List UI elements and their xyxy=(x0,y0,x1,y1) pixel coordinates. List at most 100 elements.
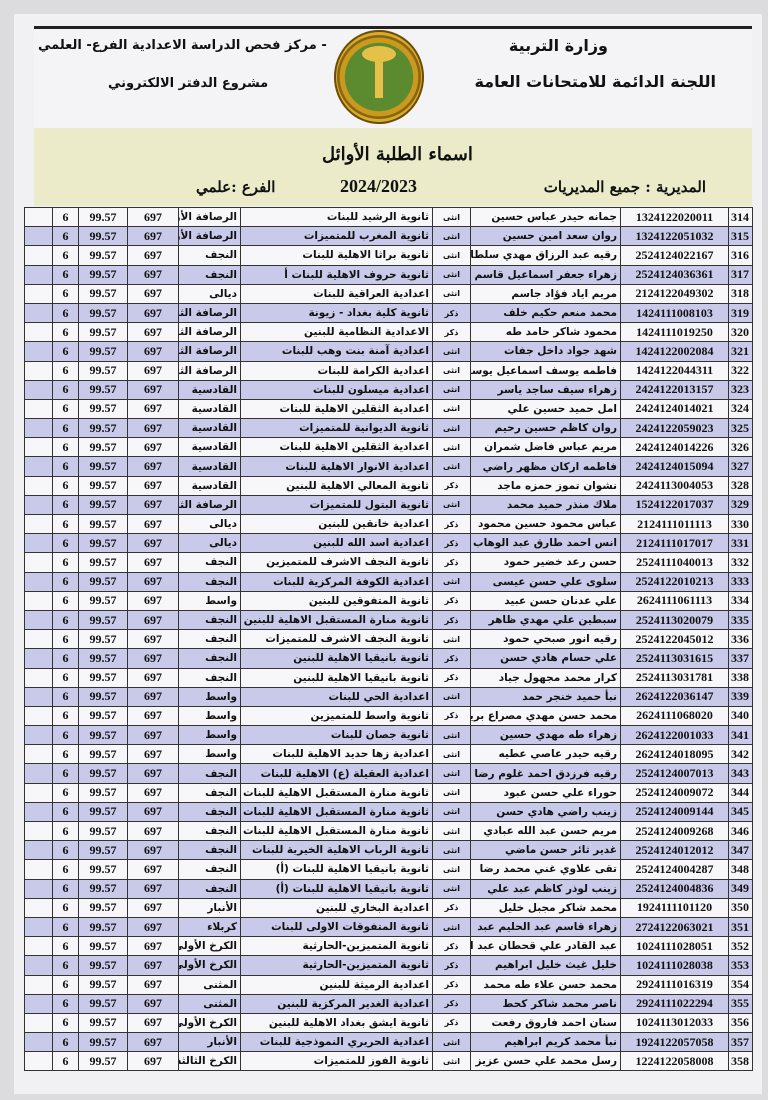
empty-cell xyxy=(24,590,53,611)
directorate-cell: الرصافة الثانية xyxy=(178,360,241,381)
rank-cell: 6 xyxy=(52,341,79,362)
exam-number-cell: 2624111061113 xyxy=(620,590,729,611)
gender-cell: انثى xyxy=(432,437,471,458)
directorate-cell: النجف xyxy=(178,878,241,899)
total-score-cell: 697 xyxy=(127,283,179,304)
empty-cell xyxy=(24,916,53,938)
row-number-cell: 324 xyxy=(728,398,753,420)
directorate-cell: واسط xyxy=(178,744,241,765)
table-row: 343 2524124007013 رقيه فرزدق احمد غلوم رضا… xyxy=(24,763,753,784)
gender-cell: ذكر xyxy=(432,552,471,573)
student-name-cell: سنان احمد فاروق رفعت xyxy=(470,1012,621,1034)
school-name-cell: اعدادية خانقين للبنين xyxy=(240,513,433,535)
average-cell: 99.57 xyxy=(78,1051,128,1072)
top-students-table: 314 1324122020011 جمانه حيدر عباس حسين انثى… xyxy=(24,206,753,1072)
student-name-cell: ناصر محمد شاكر كحط xyxy=(470,993,621,1014)
exam-number-cell: 2524124022167 xyxy=(620,245,729,266)
school-name-cell: اعدادية الثقلين الاهلية للبنات xyxy=(240,437,433,458)
row-number-cell: 358 xyxy=(728,1051,753,1072)
average-cell: 99.57 xyxy=(78,648,128,669)
empty-cell xyxy=(24,725,53,746)
student-name-cell: جمانه حيدر عباس حسين xyxy=(470,206,621,228)
average-cell: 99.57 xyxy=(78,456,128,477)
row-number-cell: 332 xyxy=(728,552,753,573)
empty-cell xyxy=(24,1032,53,1053)
row-number-cell: 347 xyxy=(728,840,753,861)
gender-cell: ذكر xyxy=(432,609,471,631)
row-number-cell: 338 xyxy=(728,667,753,688)
school-name-cell: ثانوية الرشيد للبنات xyxy=(240,206,433,228)
directorate-cell: القادسية xyxy=(178,379,241,400)
total-score-cell: 697 xyxy=(127,379,179,400)
gender-cell: انثى xyxy=(432,744,471,765)
rank-cell: 6 xyxy=(52,1051,79,1072)
row-number-cell: 328 xyxy=(728,475,753,496)
average-cell: 99.57 xyxy=(78,667,128,688)
total-score-cell: 697 xyxy=(127,878,179,899)
school-name-cell: ثانوية منارة المستقبل الاهلية للبنات xyxy=(240,820,433,842)
school-name-cell: اعدادية زها حديد الاهلية للبنات xyxy=(240,744,433,765)
table-row: 347 2524124012012 غدير ثائر حسن ماضي انثى ثا… xyxy=(24,840,753,861)
empty-cell xyxy=(24,686,53,707)
empty-cell xyxy=(24,878,53,899)
directorate-cell: النجف xyxy=(178,820,241,842)
empty-cell xyxy=(24,283,53,304)
empty-cell xyxy=(24,322,53,343)
exam-number-cell: 2524122010213 xyxy=(620,571,729,592)
directorate-cell: الكرخ الأولى xyxy=(178,1012,241,1034)
school-name-cell: ثانوية بانيقيا الاهلية للبنات (أ) xyxy=(240,859,433,880)
total-score-cell: 697 xyxy=(127,398,179,420)
student-name-cell: زهراء قاسم عبد الحليم عبد xyxy=(470,916,621,938)
gender-cell: ذكر xyxy=(432,936,471,957)
average-cell: 99.57 xyxy=(78,936,128,957)
student-name-cell: سلوى علي حسن عيسى xyxy=(470,571,621,592)
directorate-cell: واسط xyxy=(178,686,241,707)
school-name-cell: ثانوية المتفوقين للبنين xyxy=(240,590,433,611)
school-name-cell: اعدادية الحريري النموذجية للبنات xyxy=(240,1032,433,1053)
table-row: 342 2624124018095 رقيه حيدر عاصي عطيه انثى ا… xyxy=(24,744,753,765)
average-cell: 99.57 xyxy=(78,533,128,554)
gender-cell: انثى xyxy=(432,360,471,381)
total-score-cell: 697 xyxy=(127,667,179,688)
gender-cell: ذكر xyxy=(432,648,471,669)
total-score-cell: 697 xyxy=(127,840,179,861)
exam-number-cell: 1024113012033 xyxy=(620,1012,729,1034)
school-name-cell: ثانوية كلية بغداد - زيونة xyxy=(240,302,433,324)
student-name-cell: حسن رعد خضير حمود xyxy=(470,552,621,573)
directorate-cell: القادسية xyxy=(178,437,241,458)
school-name-cell: اعدادية البخاري للبنين xyxy=(240,897,433,918)
exam-number-cell: 2424113004053 xyxy=(620,475,729,496)
school-name-cell: ثانوية واسط للمتميزين xyxy=(240,705,433,727)
table-row: 330 2124111011113 عباس محمود حسين محمود ذكر… xyxy=(24,513,753,535)
average-cell: 99.57 xyxy=(78,494,128,516)
exam-number-cell: 1324122051032 xyxy=(620,226,729,247)
row-number-cell: 344 xyxy=(728,782,753,803)
gender-cell: انثى xyxy=(432,782,471,803)
total-score-cell: 697 xyxy=(127,475,179,496)
gender-cell: انثى xyxy=(432,878,471,899)
exam-number-cell: 1424111019250 xyxy=(620,322,729,343)
table-row: 333 2524122010213 سلوى علي حسن عيسى انثى اعد… xyxy=(24,571,753,592)
student-name-cell: مريم حسن عبد الله عبادي xyxy=(470,820,621,842)
total-score-cell: 697 xyxy=(127,974,179,995)
gender-cell: انثى xyxy=(432,1032,471,1053)
gender-cell: انثى xyxy=(432,840,471,861)
empty-cell xyxy=(24,226,53,247)
total-score-cell: 697 xyxy=(127,705,179,727)
average-cell: 99.57 xyxy=(78,897,128,918)
row-number-cell: 356 xyxy=(728,1012,753,1034)
total-score-cell: 697 xyxy=(127,629,179,650)
empty-cell xyxy=(24,418,53,439)
student-name-cell: محمد منعم حكيم خلف xyxy=(470,302,621,324)
table-row: 321 1424122002084 شهد جواد داخل جفات انثى اع… xyxy=(24,341,753,362)
empty-cell xyxy=(24,859,53,880)
empty-cell xyxy=(24,1051,53,1072)
total-score-cell: 697 xyxy=(127,744,179,765)
row-number-cell: 333 xyxy=(728,571,753,592)
row-number-cell: 342 xyxy=(728,744,753,765)
total-score-cell: 697 xyxy=(127,686,179,707)
exam-number-cell: 1324122020011 xyxy=(620,206,729,228)
average-cell: 99.57 xyxy=(78,993,128,1014)
rank-cell: 6 xyxy=(52,360,79,381)
total-score-cell: 697 xyxy=(127,955,179,976)
